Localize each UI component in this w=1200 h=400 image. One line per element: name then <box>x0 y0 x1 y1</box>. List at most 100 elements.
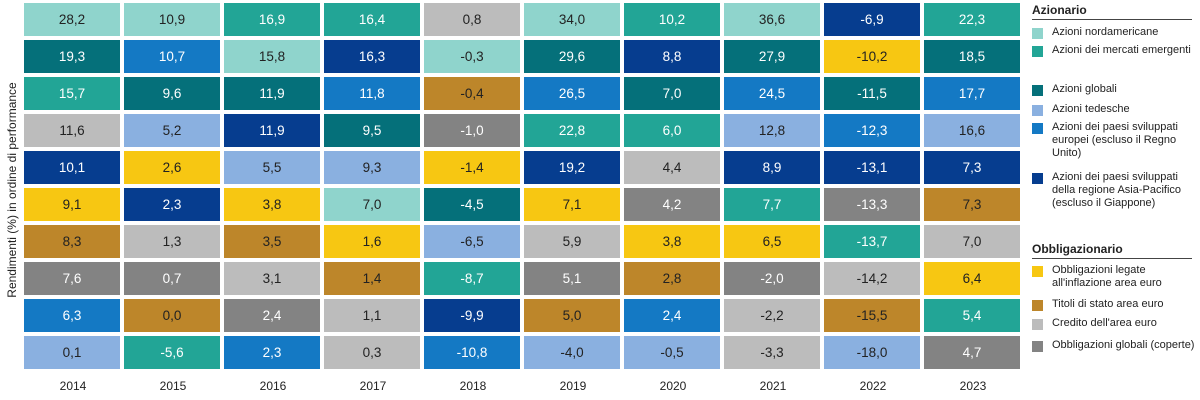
table-cell: -1,0 <box>424 114 520 147</box>
table-cell: 1,1 <box>324 299 420 332</box>
table-cell: -6,5 <box>424 225 520 258</box>
table-cell: 5,5 <box>224 151 320 184</box>
table-cell: 3,5 <box>224 225 320 258</box>
legend-label: Azioni globali <box>1052 83 1117 95</box>
legend-label: Azioni tedesche <box>1052 103 1130 115</box>
table-cell: -2,2 <box>724 299 820 332</box>
table-cell: 15,7 <box>24 77 120 110</box>
table-cell: 0,7 <box>124 262 220 295</box>
table-cell: 11,6 <box>24 114 120 147</box>
table-cell: 6,3 <box>24 299 120 332</box>
table-cell: 8,8 <box>624 40 720 73</box>
table-cell: 3,1 <box>224 262 320 295</box>
table-cell: 16,9 <box>224 3 320 36</box>
table-cell: 5,0 <box>524 299 620 332</box>
table-cell: 7,0 <box>924 225 1020 258</box>
x-axis-years: 2014 2015 2016 2017 2018 2019 2020 2021 2022 2023 <box>24 376 1024 396</box>
table-cell: 4,2 <box>624 188 720 221</box>
x-tick-label: 2017 <box>359 379 387 393</box>
table-cell: 11,9 <box>224 114 320 147</box>
table-cell: -3,3 <box>724 336 820 369</box>
table-cell: 27,9 <box>724 40 820 73</box>
table-cell: 26,5 <box>524 77 620 110</box>
x-tick-label: 2014 <box>59 379 87 393</box>
table-cell: -13,3 <box>824 188 920 221</box>
table-cell: -0,3 <box>424 40 520 73</box>
table-cell: 8,9 <box>724 151 820 184</box>
table-cell: -2,0 <box>724 262 820 295</box>
table-cell: 24,5 <box>724 77 820 110</box>
table-cell: 22,8 <box>524 114 620 147</box>
table-cell: -4,0 <box>524 336 620 369</box>
legend-label: Obbligazioni legate all'inflazione area … <box>1052 264 1162 289</box>
table-cell: -12,3 <box>824 114 920 147</box>
table-cell: 10,2 <box>624 3 720 36</box>
table-cell: -9,9 <box>424 299 520 332</box>
legend-swatch <box>1032 341 1043 352</box>
legend-swatch <box>1032 319 1043 330</box>
table-cell: 29,6 <box>524 40 620 73</box>
table-cell: 17,7 <box>924 77 1020 110</box>
legend-label: Titoli di stato area euro <box>1052 298 1164 310</box>
x-tick-label: 2016 <box>259 379 287 393</box>
table-cell: 4,4 <box>624 151 720 184</box>
table-cell: 1,6 <box>324 225 420 258</box>
table-cell: 7,1 <box>524 188 620 221</box>
table-cell: 8,3 <box>24 225 120 258</box>
table-cell: 5,2 <box>124 114 220 147</box>
table-cell: 11,9 <box>224 77 320 110</box>
table-cell: 15,8 <box>224 40 320 73</box>
y-axis-label: Rendimenti (%) in ordine di performance <box>5 82 19 298</box>
table-cell: 3,8 <box>624 225 720 258</box>
legend-swatch <box>1032 28 1043 39</box>
table-cell: 12,8 <box>724 114 820 147</box>
table-cell: -4,5 <box>424 188 520 221</box>
table-cell: 7,0 <box>324 188 420 221</box>
table-cell: 22,3 <box>924 3 1020 36</box>
table-cell: 6,0 <box>624 114 720 147</box>
table-cell: -18,0 <box>824 336 920 369</box>
table-cell: -10,8 <box>424 336 520 369</box>
table-cell: -10,2 <box>824 40 920 73</box>
table-cell: 18,5 <box>924 40 1020 73</box>
table-cell: -0,4 <box>424 77 520 110</box>
table-cell: 5,9 <box>524 225 620 258</box>
table-cell: 5,1 <box>524 262 620 295</box>
table-cell: 16,6 <box>924 114 1020 147</box>
table-cell: 9,1 <box>24 188 120 221</box>
table-cell: 2,3 <box>124 188 220 221</box>
table-cell: 2,4 <box>624 299 720 332</box>
table-cell: 1,3 <box>124 225 220 258</box>
legend-label: Azioni dei paesi sviluppati della region… <box>1052 171 1182 209</box>
legend-swatch <box>1032 266 1043 277</box>
table-cell: 0,3 <box>324 336 420 369</box>
table-cell: 10,9 <box>124 3 220 36</box>
x-tick-label: 2018 <box>459 379 487 393</box>
table-cell: -11,5 <box>824 77 920 110</box>
table-cell: 5,4 <box>924 299 1020 332</box>
table-cell: 3,8 <box>224 188 320 221</box>
x-tick-label: 2021 <box>759 379 787 393</box>
table-cell: 6,4 <box>924 262 1020 295</box>
table-cell: 7,0 <box>624 77 720 110</box>
table-cell: 9,3 <box>324 151 420 184</box>
table-cell: -15,5 <box>824 299 920 332</box>
legend-swatch <box>1032 300 1043 311</box>
table-cell: 9,6 <box>124 77 220 110</box>
legend-swatch <box>1032 85 1043 96</box>
table-cell: 9,5 <box>324 114 420 147</box>
table-cell: 28,2 <box>24 3 120 36</box>
legend-swatch <box>1032 123 1043 134</box>
table-cell: 10,1 <box>24 151 120 184</box>
legend: Azionario Azioni nordamericane Azioni dei … <box>1032 0 1200 400</box>
table-cell: 4,7 <box>924 336 1020 369</box>
table-cell: 7,7 <box>724 188 820 221</box>
legend-group-heading: Obbligazionario <box>1032 242 1192 259</box>
table-cell: 2,3 <box>224 336 320 369</box>
legend-label: Credito dell'area euro <box>1052 317 1157 329</box>
legend-swatch <box>1032 105 1043 116</box>
table-cell: 0,8 <box>424 3 520 36</box>
table-cell: 7,3 <box>924 151 1020 184</box>
table-cell: 11,8 <box>324 77 420 110</box>
table-cell: 19,3 <box>24 40 120 73</box>
